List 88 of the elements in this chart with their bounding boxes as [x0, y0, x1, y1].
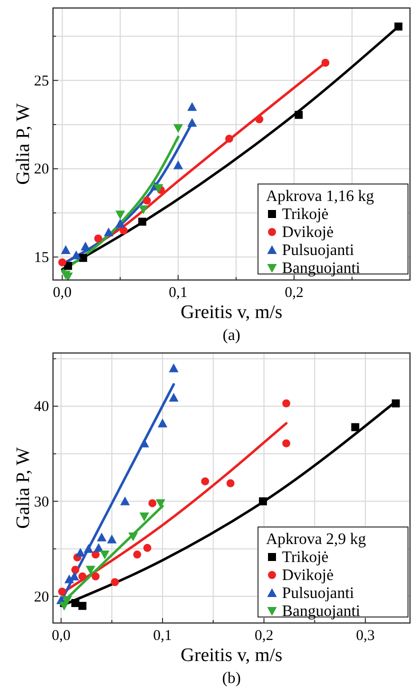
- point: [138, 205, 148, 214]
- point: [158, 418, 168, 428]
- point: [282, 399, 290, 408]
- point: [76, 548, 86, 557]
- legend-label: Pulsuojanti: [282, 242, 355, 259]
- text: (a): [222, 327, 240, 344]
- point: [71, 250, 81, 260]
- point: [71, 566, 80, 574]
- y-tick-label: 20: [34, 162, 49, 178]
- point: [394, 22, 402, 31]
- x-axis-title: Greitis v, m/s: [180, 645, 282, 666]
- legend-label: Dvikojė: [282, 567, 334, 584]
- point: [92, 572, 100, 580]
- point: [255, 115, 264, 124]
- point: [78, 602, 86, 610]
- legend-label: Banguojanti: [282, 603, 361, 620]
- point: [128, 532, 138, 542]
- point: [86, 566, 96, 575]
- point: [294, 110, 303, 119]
- point: [154, 184, 164, 193]
- point: [142, 196, 151, 205]
- point: [187, 118, 197, 127]
- y-tick-label: 30: [34, 494, 49, 510]
- y-axis-title: Galia P, W: [13, 103, 34, 185]
- y-tick-label: 20: [34, 589, 49, 606]
- legend-title: Apkrova 2,9 kg: [266, 531, 366, 548]
- point: [78, 572, 86, 580]
- legend-label: Dvikojė: [282, 224, 334, 241]
- point: [156, 499, 166, 508]
- y-tick-label: 25: [34, 73, 49, 90]
- x-tick-label: 0,1: [153, 628, 172, 644]
- point: [139, 438, 150, 448]
- point: [94, 543, 104, 552]
- point: [168, 363, 178, 372]
- point: [80, 242, 90, 250]
- point: [79, 254, 88, 262]
- point: [187, 102, 197, 111]
- point: [62, 596, 72, 605]
- point: [60, 245, 71, 254]
- x-tick-label: 0,0: [52, 628, 70, 644]
- legend-label: Trikojė: [282, 549, 329, 566]
- point: [138, 218, 146, 226]
- point: [120, 226, 128, 235]
- point: [110, 578, 119, 586]
- y-tick-label: 40: [34, 399, 49, 416]
- point: [64, 262, 72, 270]
- point: [64, 574, 74, 584]
- point: [104, 228, 114, 236]
- legend-label: Trikojė: [282, 206, 329, 223]
- x-tick-label: 0,2: [284, 285, 304, 301]
- point: [226, 479, 234, 488]
- x-tick-label: 0,1: [168, 285, 188, 301]
- point: [173, 160, 183, 170]
- point: [120, 496, 130, 506]
- point: [133, 550, 142, 559]
- point: [58, 588, 66, 596]
- text: (b): [222, 670, 241, 687]
- x-tick-label: 0,2: [254, 628, 274, 644]
- legend-label: Banguojanti: [282, 260, 361, 277]
- legend-title: Apkrova 1,16 kg: [266, 188, 374, 205]
- point: [173, 124, 183, 133]
- point: [148, 499, 156, 508]
- point: [70, 572, 80, 580]
- point: [96, 532, 106, 542]
- x-tick-label: 0,3: [356, 628, 375, 644]
- point: [225, 134, 234, 143]
- point: [58, 258, 66, 266]
- point: [351, 423, 360, 432]
- point: [115, 210, 126, 220]
- x-tick-label: 0,0: [52, 285, 72, 301]
- point: [139, 512, 150, 522]
- y-tick-label: 15: [34, 250, 49, 266]
- point: [107, 534, 117, 544]
- point: [392, 399, 400, 408]
- point: [201, 477, 210, 486]
- y-axis-title: Galia P, W: [13, 447, 34, 529]
- point: [258, 497, 267, 506]
- point: [321, 58, 330, 67]
- legend-label: Pulsuojanti: [282, 585, 355, 602]
- point: [168, 392, 178, 402]
- point: [115, 218, 126, 228]
- point: [71, 599, 80, 608]
- x-axis-title: Greitis v, m/s: [180, 302, 282, 323]
- point: [143, 544, 152, 552]
- point: [100, 550, 110, 560]
- point: [282, 439, 290, 448]
- point: [84, 544, 94, 553]
- point: [94, 234, 102, 242]
